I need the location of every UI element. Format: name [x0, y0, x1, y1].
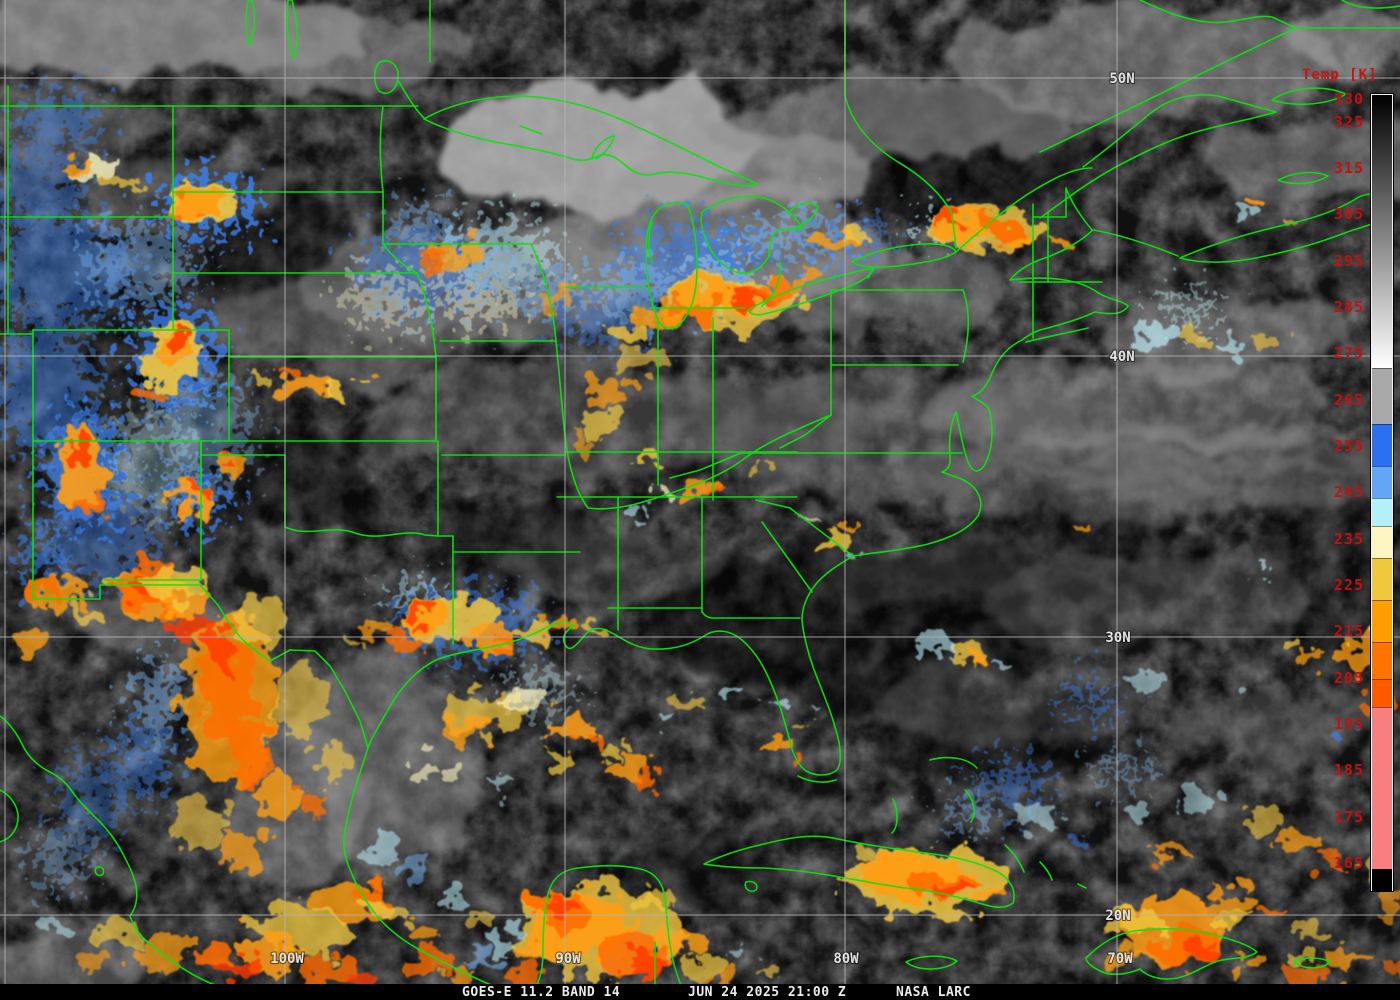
lon-label: 90W: [555, 951, 581, 967]
colorbar-tick-label: 295: [1333, 252, 1364, 270]
colorbar-segment: [1372, 869, 1392, 892]
colorbar-tick-label: 245: [1333, 483, 1364, 501]
colorbar-segment: [1372, 466, 1392, 498]
colorbar-tick-label: 255: [1333, 437, 1364, 455]
colorbar-tick-label: 175: [1333, 808, 1364, 826]
colorbar-tick-label: 275: [1333, 344, 1364, 362]
colorbar-tick-label: 235: [1333, 530, 1364, 548]
colorbar-title: Temp [K]: [1302, 67, 1378, 83]
lat-label: 40N: [1109, 349, 1134, 365]
caption-product-label: GOES-E 11.2 BAND 14: [462, 985, 621, 1000]
colorbar-segment: [1372, 526, 1392, 558]
colorbar-segment: [1372, 642, 1392, 679]
caption-bar: GOES-E 11.2 BAND 14 JUN 24 2025 21:00 Z …: [0, 984, 1400, 1000]
latlon-grid-labels: 50N 40N 30N 20N 100W 90W 80W 70W: [269, 70, 1136, 968]
temperature-colorbar: [1371, 94, 1393, 892]
colorbar-gradient-segment: [1372, 95, 1392, 368]
colorbar-segment: [1372, 498, 1392, 526]
colorbar-tick-label: 285: [1333, 298, 1364, 316]
colorbar-segment: [1372, 679, 1392, 707]
caption-datetime-label: JUN 24 2025 21:00 Z: [688, 985, 847, 1000]
colorbar-tick-label: 215: [1333, 622, 1364, 640]
lon-label: 80W: [833, 951, 859, 967]
lat-label: 30N: [1105, 630, 1130, 646]
colorbar-segment: [1372, 368, 1392, 424]
lat-label: 20N: [1105, 908, 1130, 924]
colorbar-tick-label: 165: [1333, 854, 1364, 872]
colorbar-segment: [1372, 424, 1392, 466]
colorbar-tick-label: 225: [1333, 576, 1364, 594]
colorbar-tick-label: 185: [1333, 761, 1364, 779]
colorbar-tick-label: 325: [1333, 113, 1364, 131]
colorbar-tick-label: 205: [1333, 669, 1364, 687]
colorbar-tick-label: 195: [1333, 715, 1364, 733]
colorbar-segment: [1372, 707, 1392, 869]
caption-credit-label: NASA LARC: [896, 985, 971, 1000]
lon-label: 70W: [1107, 951, 1133, 967]
colorbar-tick-label: 265: [1333, 391, 1364, 409]
colorbar-tick-label: 305: [1333, 205, 1364, 223]
colorbar-tick-label: 330: [1333, 90, 1364, 108]
colorbar-segment: [1372, 600, 1392, 642]
colorbar-tick-label: 315: [1333, 159, 1364, 177]
lat-label: 50N: [1109, 71, 1134, 87]
convective-cloud-tops: [12, 156, 1400, 992]
lon-label: 100W: [270, 951, 304, 967]
colorbar-segment: [1372, 558, 1392, 600]
